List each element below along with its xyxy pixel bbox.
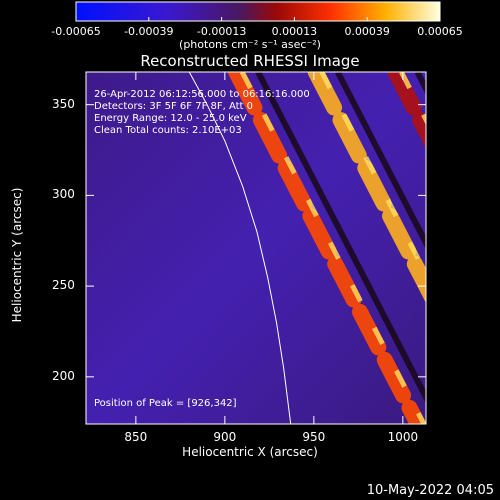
dark-stripe [335,72,426,250]
x-tick-label: 900 [213,430,237,444]
y-tick-label: 350 [52,96,75,111]
info-energy: Energy Range: 12.0 - 25.0 keV [94,113,247,124]
emission-stripe [475,72,500,424]
dark-stripe [255,72,426,404]
datestamp: 10-May-2022 04:05 [366,483,494,498]
emission-stripe-core [239,72,426,424]
info-detectors: Detectors: 3F 5F 6F 7F 8F, Att 0 [94,101,254,112]
colorbar-ticks [75,17,441,21]
chart-title: Reconstructed RHESSI Image [140,52,360,70]
colorbar-tick-label: 0.00039 [344,25,390,38]
y-axis-label: Heliocentric Y (arcsec) [10,187,24,323]
colorbar-tick-label: -0.00039 [124,25,174,38]
emission-stripe [228,72,426,424]
dark-stripe [414,72,426,96]
y-tick-label: 250 [52,278,75,293]
axis-ticks [86,72,426,424]
emission-stripe-core [319,72,426,280]
y-tick-label: 200 [52,368,75,383]
colorbar [75,1,441,22]
colorbar-gradient [75,1,441,22]
colorbar-tick-label: -0.00065 [51,25,101,38]
emission-stripe-core [481,72,500,424]
y-tick-label: 300 [52,187,75,202]
info-clean: Clean Total counts: 2.10E+03 [94,125,242,136]
colorbar-tick-label: -0.00013 [196,25,247,38]
peak-position-label: Position of Peak = [926,342] [94,398,237,409]
x-tick-label: 850 [124,430,148,444]
emission-stripe [307,72,426,303]
colorbar-tick-label: 0.00065 [417,25,463,38]
solar-limb-line [188,72,292,424]
info-time: 26-Apr-2012 06:12:56.000 to 06:16:16.000 [94,89,310,100]
x-axis-label: Heliocentric X (arcsec) [182,445,318,459]
colorbar-tick-label: 0.00013 [271,25,318,38]
x-tick-label: 1000 [387,430,419,444]
colorbar-units: (photons cm⁻² s⁻¹ asec⁻²) [179,38,321,51]
x-tick-label: 950 [302,430,326,444]
plot-frame [85,71,427,425]
